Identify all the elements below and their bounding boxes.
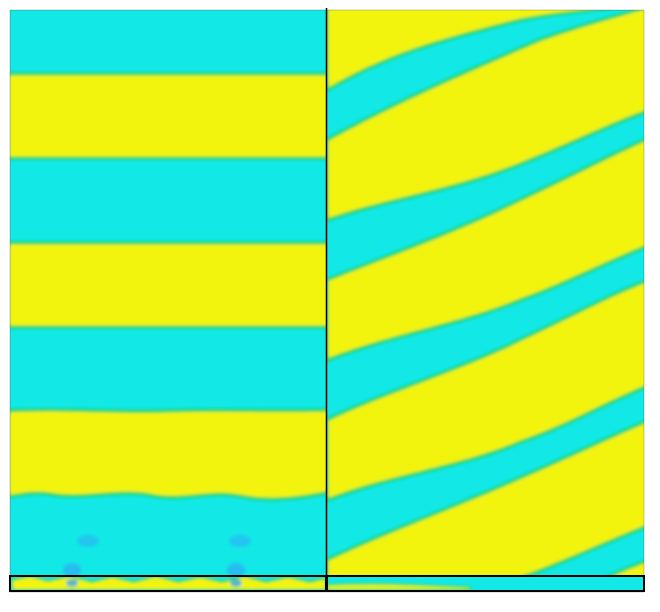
left-yellow-band-2 xyxy=(8,243,330,327)
left-panel xyxy=(8,10,330,592)
left-blue-spot-3 xyxy=(63,563,81,577)
bottom-strip-spot-1 xyxy=(66,579,78,587)
bottom-strip-spot-2 xyxy=(230,579,242,587)
right-panel xyxy=(327,0,650,612)
left-blue-spot-4 xyxy=(227,563,245,577)
left-blue-spot-2 xyxy=(229,535,251,547)
left-blue-spot-1 xyxy=(77,535,99,547)
left-yellow-band-1 xyxy=(8,74,330,158)
left-yellow-band-3 xyxy=(8,410,330,499)
